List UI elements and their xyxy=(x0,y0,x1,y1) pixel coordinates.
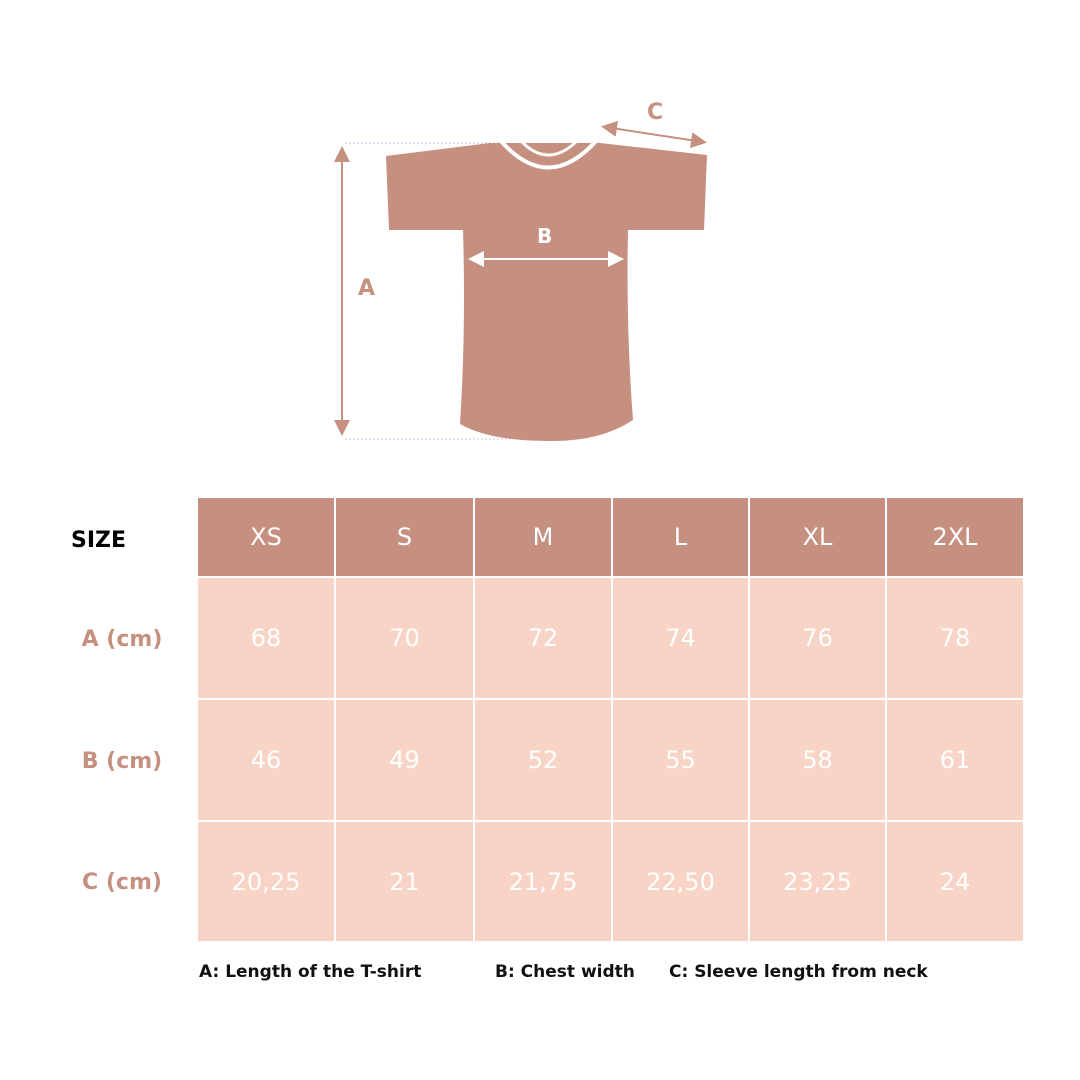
row-label: B (cm) xyxy=(81,748,163,774)
size-header-cell: M xyxy=(475,498,611,576)
neckline xyxy=(498,138,599,170)
size-header-cell: L xyxy=(613,498,748,576)
table-cell: 21 xyxy=(336,822,473,941)
table-cell: 21,75 xyxy=(475,822,611,941)
size-header-cell: 2XL xyxy=(887,498,1023,576)
table-cell: 68 xyxy=(198,578,334,698)
table-cell: 72 xyxy=(475,578,611,698)
legend-b: B: Chest width xyxy=(495,962,635,982)
size-header-cell: S xyxy=(336,498,473,576)
tshirt-diagram xyxy=(334,120,707,442)
table-cell: 61 xyxy=(887,700,1023,820)
table-cell: 46 xyxy=(198,700,334,820)
tshirt-body xyxy=(386,143,707,442)
table-cell: 58 xyxy=(750,700,885,820)
table-cell: 22,50 xyxy=(613,822,748,941)
row-label: A (cm) xyxy=(81,626,163,652)
table-cell: 52 xyxy=(475,700,611,820)
size-heading: SIZE xyxy=(71,528,127,553)
label-b: B xyxy=(537,224,553,248)
label-c: C xyxy=(647,100,664,125)
table-cell: 78 xyxy=(887,578,1023,698)
table-cell: 76 xyxy=(750,578,885,698)
arrow-c xyxy=(601,120,707,149)
size-header-cell: XS xyxy=(198,498,334,576)
table-cell: 49 xyxy=(336,700,473,820)
size-header-cell: XL xyxy=(750,498,885,576)
label-a: A xyxy=(358,276,376,301)
table-cell: 23,25 xyxy=(750,822,885,941)
table-cell: 20,25 xyxy=(198,822,334,941)
table-cell: 74 xyxy=(613,578,748,698)
row-label: C (cm) xyxy=(82,870,162,895)
neckline-inner xyxy=(518,138,580,157)
table-cell: 70 xyxy=(336,578,473,698)
legend-c: C: Sleeve length from neck xyxy=(669,962,928,982)
table-cell: 24 xyxy=(887,822,1023,941)
table-cell: 55 xyxy=(613,700,748,820)
legend-a: A: Length of the T-shirt xyxy=(199,962,422,982)
